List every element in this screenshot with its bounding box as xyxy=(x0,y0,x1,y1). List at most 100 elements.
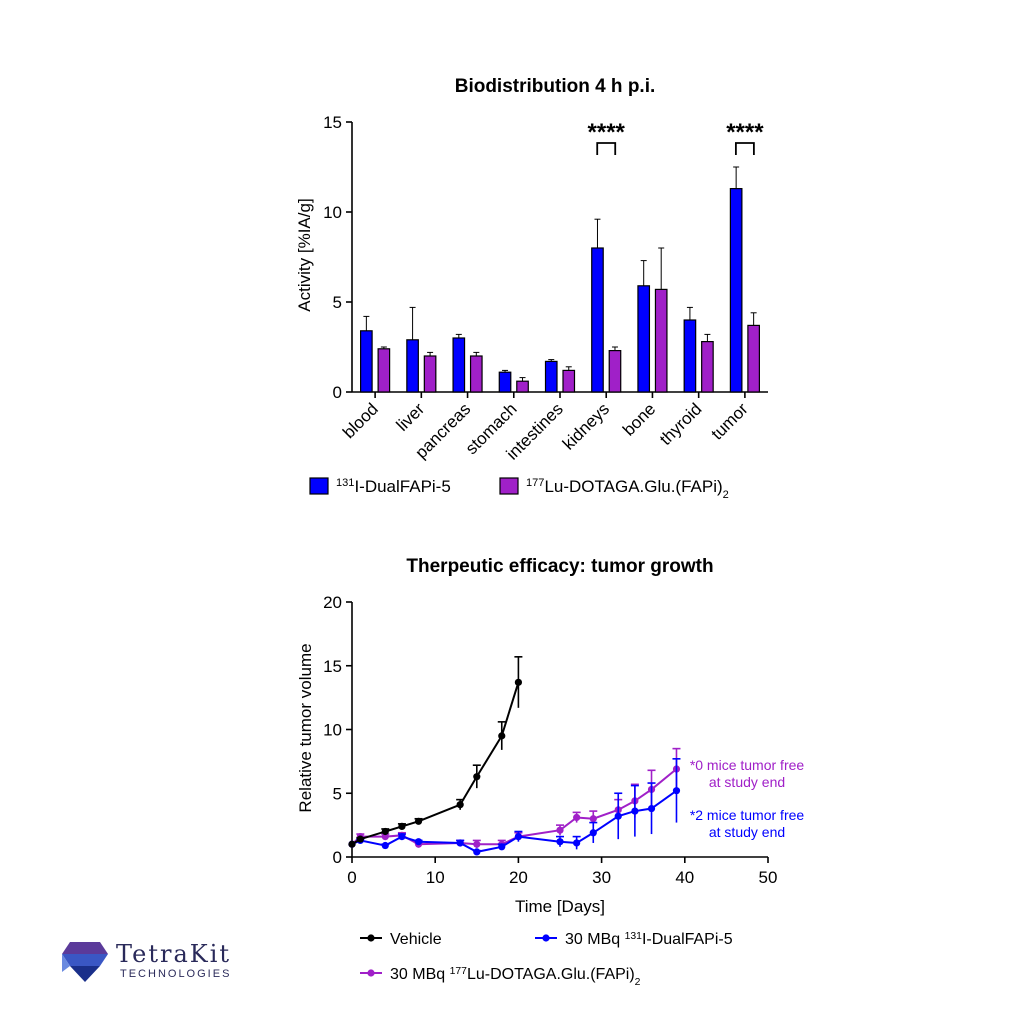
bar-chart-x-tick-labels: blood liverpancreasstomachintestineskidne… xyxy=(339,399,752,463)
data-point xyxy=(473,773,481,781)
bar-chart-y-axis-label: Activity [%IA/g] xyxy=(295,198,314,311)
legend-label-part: 131 xyxy=(625,931,643,942)
data-point xyxy=(356,835,364,843)
annotation-text: at study end xyxy=(709,774,785,790)
legend-label: Vehicle xyxy=(390,931,442,948)
legend-label-part: 2 xyxy=(723,489,729,501)
logo-tagline: TECHNOLOGIES xyxy=(120,968,232,980)
annotation-text: *0 mice tumor free xyxy=(690,757,805,773)
bar-x-tick-label: kidneys xyxy=(559,399,613,453)
line-chart-axes: 0 5 10 15 20 0 10 20 30 40 50 xyxy=(323,593,777,887)
data-point xyxy=(398,822,406,831)
line-y-tick-label: 20 xyxy=(323,593,342,612)
legend-label-part: 177 xyxy=(450,966,468,977)
bar xyxy=(469,355,483,393)
line-y-tick-label: 5 xyxy=(333,784,342,803)
legend-label-part: 2 xyxy=(635,977,641,988)
data-point xyxy=(456,839,464,847)
line-series xyxy=(348,656,523,848)
legend-label: 30 MBq 131I-DualFAPi-5 xyxy=(565,931,733,949)
bar-y-tick-label: 5 xyxy=(333,293,342,312)
significance-label: **** xyxy=(726,119,764,146)
series-line xyxy=(351,789,678,853)
data-point xyxy=(573,839,581,847)
data-point xyxy=(498,732,506,740)
legend-label-part: 30 MBq xyxy=(565,931,625,948)
line-y-tick-label: 0 xyxy=(333,848,342,867)
data-point xyxy=(589,815,597,823)
line-chart-title: Therpeutic efficacy: tumor growth xyxy=(406,556,713,577)
legend-label-part: I-DualFAPi-5 xyxy=(354,477,450,496)
bar xyxy=(729,188,743,393)
bar-x-tick-label: tumor xyxy=(708,399,752,443)
data-point xyxy=(556,838,564,846)
biodistribution-bar-chart: Biodistribution 4 h p.i. Activity [%IA/g… xyxy=(295,76,768,501)
bar-x-tick-label: bone xyxy=(619,399,659,439)
legend-swatch xyxy=(499,477,519,495)
bar xyxy=(608,350,622,393)
line-chart-y-axis-label: Relative tumor volume xyxy=(296,643,315,812)
data-point xyxy=(473,840,481,848)
data-point xyxy=(414,817,423,825)
tumor-growth-line-chart: Therpeutic efficacy: tumor growth Relati… xyxy=(296,556,804,988)
data-point xyxy=(498,843,506,851)
bar xyxy=(377,348,391,393)
data-point xyxy=(473,848,481,856)
legend-label: 30 MBq 177Lu-DOTAGA.Glu.(FAPi)2 xyxy=(390,966,641,988)
bar xyxy=(562,369,576,393)
bar xyxy=(516,380,529,393)
significance-label: **** xyxy=(588,119,626,146)
bar-chart-title: Biodistribution 4 h p.i. xyxy=(455,76,656,97)
data-point xyxy=(514,833,523,841)
data-point xyxy=(614,812,622,820)
legend-label-part: Lu-DOTAGA.Glu.(FAPi) xyxy=(544,477,722,496)
data-point xyxy=(589,829,597,837)
bar xyxy=(406,339,419,393)
legend-label-part: I-DualFAPi-5 xyxy=(642,931,733,948)
bar xyxy=(701,341,714,393)
bar xyxy=(683,319,697,393)
series-line xyxy=(351,682,520,846)
bar-x-tick-label: blood xyxy=(339,399,382,442)
bar-x-tick-label: thyroid xyxy=(656,399,706,449)
significance-bracket xyxy=(734,142,755,155)
data-point xyxy=(381,827,389,836)
legend-marker xyxy=(542,934,550,942)
line-x-tick-label: 30 xyxy=(592,868,611,887)
bar-chart-marks xyxy=(360,166,760,393)
data-point xyxy=(573,813,581,822)
data-point xyxy=(348,840,356,848)
legend-marker xyxy=(367,969,375,977)
legend-marker xyxy=(367,934,375,942)
bar-y-tick-label: 10 xyxy=(323,203,342,222)
legend-label-part: Vehicle xyxy=(390,931,442,948)
legend-label-part: 30 MBq xyxy=(390,966,450,983)
data-point xyxy=(456,801,464,809)
legend-label-part: Lu-DOTAGA.Glu.(FAPi) xyxy=(467,966,635,983)
data-point xyxy=(672,787,681,795)
data-point xyxy=(414,838,423,846)
bar xyxy=(423,355,437,393)
line-chart-x-axis-label: Time [Days] xyxy=(515,897,605,916)
line-chart-legend: Vehicle 30 MBq 131I-DualFAPi-530 MBq 177L… xyxy=(360,931,733,988)
data-point xyxy=(381,833,389,841)
data-point xyxy=(381,841,389,850)
bar-y-tick-label: 0 xyxy=(333,383,342,402)
line-x-tick-label: 10 xyxy=(426,868,445,887)
legend-swatch xyxy=(309,477,329,495)
line-series xyxy=(348,747,681,849)
data-point xyxy=(556,826,564,834)
bar xyxy=(452,337,466,393)
legend-label: 177Lu-DOTAGA.Glu.(FAPi)2 xyxy=(526,477,729,501)
line-x-tick-label: 0 xyxy=(347,868,356,887)
bar xyxy=(498,371,512,393)
logo-name: TetraKit xyxy=(116,940,232,968)
bar-chart-legend: 131I-DualFAPi-5 177Lu-DOTAGA.Glu.(FAPi)2 xyxy=(309,477,729,501)
data-point xyxy=(398,833,406,841)
legend-label: 131I-DualFAPi-5 xyxy=(336,477,451,496)
bar xyxy=(747,324,760,393)
bar xyxy=(637,285,651,393)
line-y-tick-label: 15 xyxy=(323,657,342,676)
bar xyxy=(654,288,668,393)
bar xyxy=(544,360,558,393)
